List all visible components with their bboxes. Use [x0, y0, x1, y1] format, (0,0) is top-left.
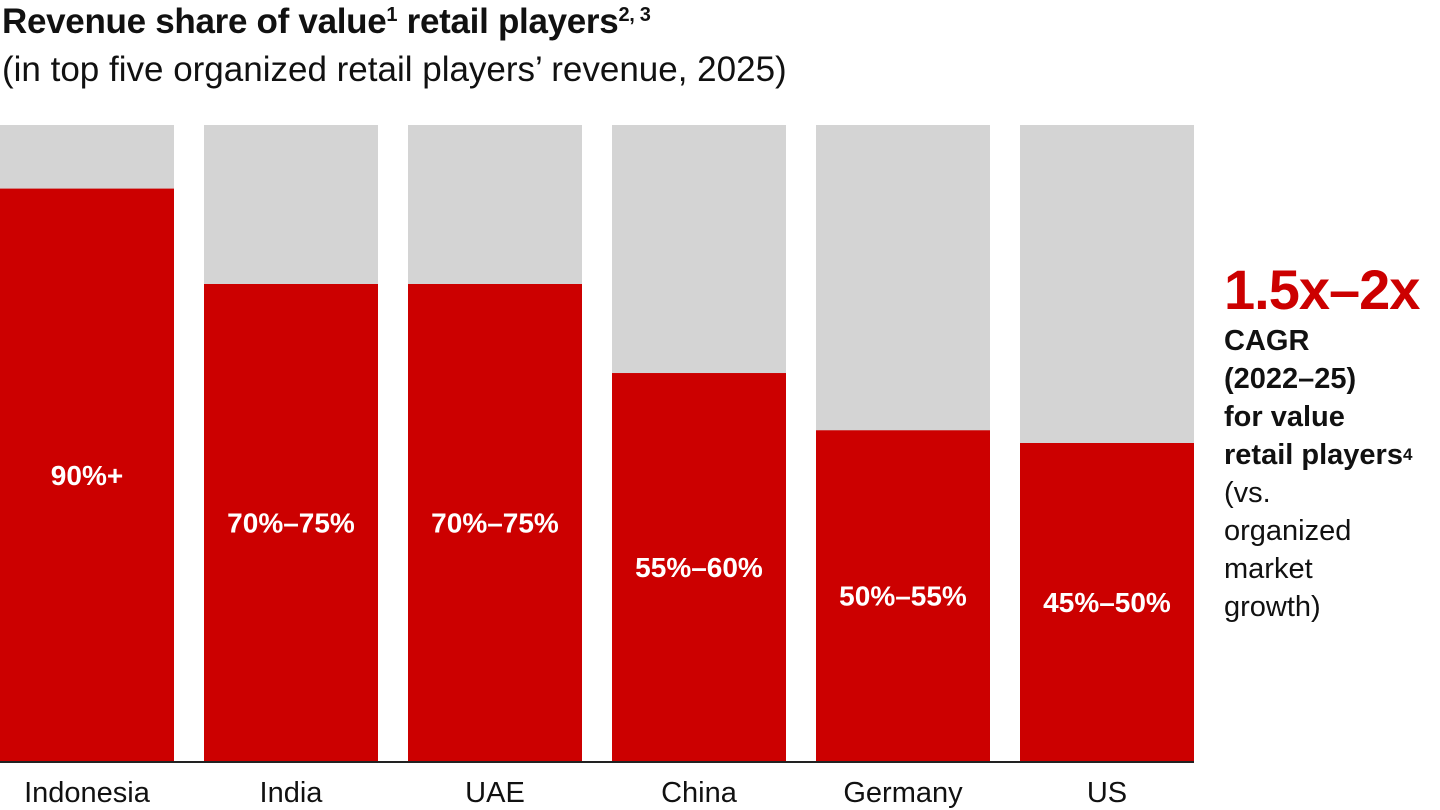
cagr-label-3: for value	[1224, 401, 1345, 433]
bar-value-share	[612, 373, 786, 761]
cagr-note-4: growth)	[1224, 591, 1321, 623]
data-label: 55%–60%	[635, 552, 763, 583]
bar-value-share	[204, 284, 378, 761]
cagr-callout: 1.5x–2x CAGR (2022–25) for value retail …	[1224, 258, 1440, 626]
cagr-label-1: CAGR	[1224, 325, 1310, 357]
category-label: US	[1087, 777, 1127, 809]
data-label: 90%+	[51, 460, 123, 491]
data-label: 45%–50%	[1043, 587, 1171, 618]
data-label: 70%–75%	[431, 508, 559, 539]
data-label: 50%–55%	[839, 581, 967, 612]
category-label: India	[260, 777, 324, 809]
cagr-note-1: (vs.	[1224, 477, 1271, 509]
bar-value-share	[816, 430, 990, 761]
cagr-note-2: organized	[1224, 515, 1352, 547]
cagr-label-4: retail players4	[1224, 439, 1413, 471]
data-label: 70%–75%	[227, 508, 355, 539]
category-label: Indonesia	[24, 777, 151, 809]
category-label: Germany	[843, 777, 963, 809]
cagr-label-2: (2022–25)	[1224, 363, 1357, 395]
category-label: China	[661, 777, 738, 809]
chart-title: Revenue share of value1 retail players2,…	[2, 2, 651, 41]
bar-value-share	[408, 284, 582, 761]
cagr-note-3: market	[1224, 553, 1313, 585]
category-label: UAE	[465, 777, 525, 809]
bar-value-share	[1020, 443, 1194, 761]
cagr-value: 1.5x–2x	[1224, 258, 1420, 321]
bar-value-share	[0, 188, 174, 762]
chart-subtitle: (in top five organized retail players’ r…	[2, 50, 787, 89]
